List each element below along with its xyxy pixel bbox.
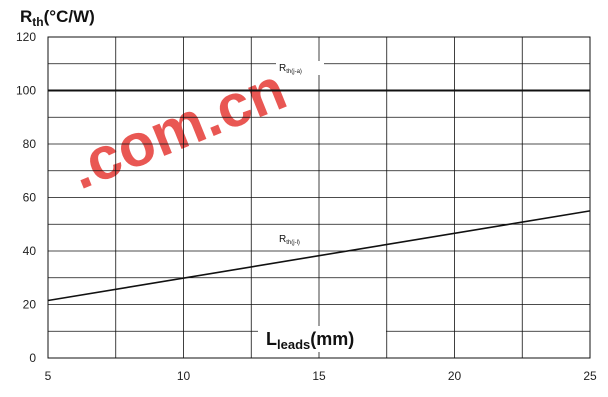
- y-tick-label: 100: [16, 84, 36, 98]
- x-tick-label: 25: [583, 369, 597, 383]
- series-label-rth-ja: Rth(j-a): [279, 63, 302, 75]
- x-tick-label: 15: [312, 369, 326, 383]
- x-tick-label: 10: [177, 369, 191, 383]
- tick-labels: 0 20 40 60 80 100 120 5 10 15 20 25: [16, 30, 597, 383]
- y-tick-label: 20: [23, 298, 37, 312]
- watermark-text: .com.cn: [60, 55, 295, 202]
- x-axis-label-background: [258, 326, 386, 352]
- y-tick-label: 60: [23, 191, 37, 205]
- y-tick-label: 120: [16, 30, 36, 44]
- series-label-bg-ja: [276, 61, 324, 75]
- x-tick-label: 5: [45, 369, 52, 383]
- grid: [48, 37, 590, 358]
- y-tick-label: 80: [23, 137, 37, 151]
- series-label-rth-jl: Rth(j-l): [279, 234, 300, 246]
- y-tick-label: 40: [23, 244, 37, 258]
- y-axis-label: Rth(°C/W): [20, 7, 95, 29]
- series-lines: [47, 89, 591, 302]
- x-axis-label: Lleads(mm): [266, 329, 354, 352]
- x-tick-label: 20: [448, 369, 462, 383]
- series-line-rth-jl: [47, 210, 591, 302]
- y-tick-label: 0: [29, 351, 36, 365]
- plot-frame: [47, 36, 591, 359]
